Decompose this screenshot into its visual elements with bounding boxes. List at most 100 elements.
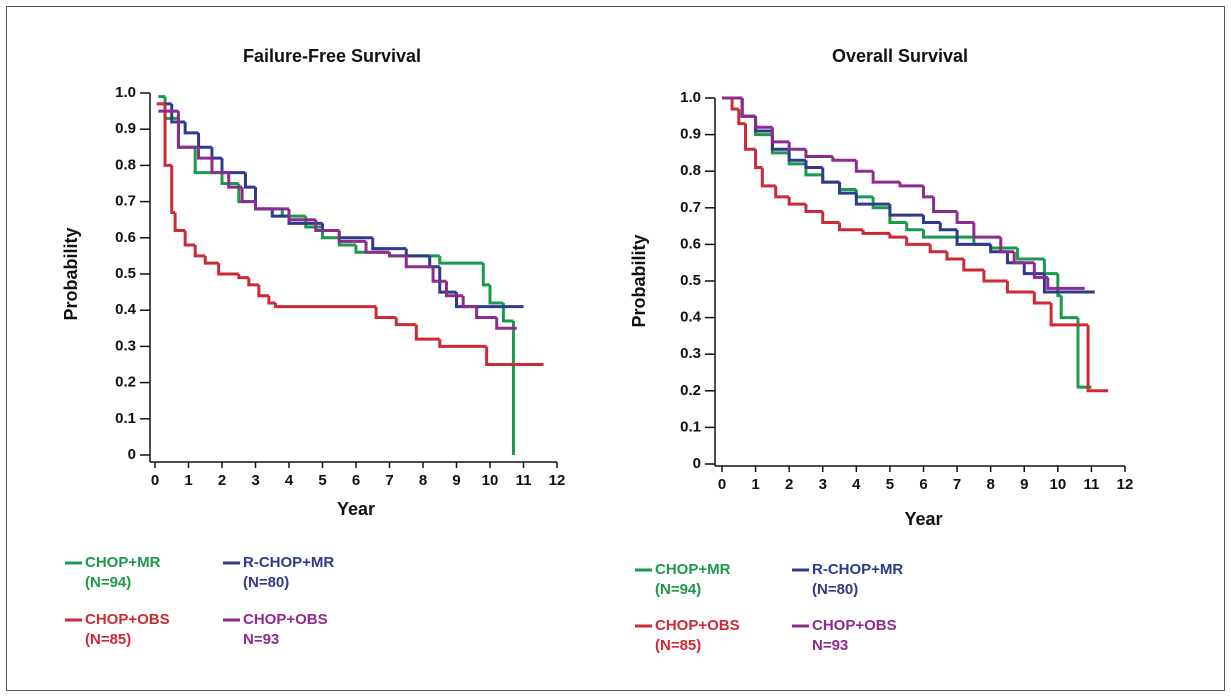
survival-step xyxy=(989,244,1018,250)
survival-step xyxy=(438,339,487,348)
survival-step xyxy=(243,172,256,189)
survival-step xyxy=(394,317,417,327)
survival-step xyxy=(475,306,497,319)
legend-n: (N=85) xyxy=(85,631,131,648)
legend-label: CHOP+MR xyxy=(655,561,731,578)
survival-step xyxy=(1059,295,1078,320)
survival-step xyxy=(838,182,857,195)
survival-step xyxy=(787,152,806,166)
x-tick-label: 0 xyxy=(151,472,159,489)
survival-step xyxy=(787,196,806,206)
x-tick-label: 6 xyxy=(352,472,360,489)
survival-step xyxy=(804,163,823,177)
survival-step xyxy=(922,215,941,224)
survival-step xyxy=(999,237,1015,254)
survival-step xyxy=(1005,281,1035,294)
survival-step xyxy=(1049,302,1089,327)
survival-step xyxy=(898,182,924,188)
survival-step xyxy=(254,201,289,211)
survival-step xyxy=(488,284,504,305)
survival-step xyxy=(270,208,289,218)
survival-step xyxy=(928,244,948,254)
y-tick-label: 0.4 xyxy=(115,301,137,318)
survival-step xyxy=(770,130,790,151)
survival-step xyxy=(774,185,790,199)
x-tick-label: 9 xyxy=(452,472,460,489)
survival-step xyxy=(337,230,367,243)
survival-step xyxy=(404,248,430,258)
x-tick-label: 8 xyxy=(986,476,994,493)
x-tick-label: 7 xyxy=(385,472,393,489)
y-tick-label: 0.4 xyxy=(680,309,702,326)
y-tick-label: 0.9 xyxy=(115,120,136,137)
survival-step xyxy=(740,98,756,118)
survival-step xyxy=(821,211,840,224)
survival-step xyxy=(254,187,273,211)
survival-step xyxy=(337,230,373,240)
survival-step xyxy=(871,196,890,210)
x-tick-label: 11 xyxy=(1083,476,1099,493)
survival-step xyxy=(922,185,934,199)
survival-step xyxy=(257,284,269,298)
x-tick-label: 3 xyxy=(819,476,827,493)
survival-step xyxy=(1086,324,1109,393)
survival-step xyxy=(1032,291,1052,305)
survival-step xyxy=(938,222,958,232)
x-axis-label: Year xyxy=(904,509,942,529)
y-axis-label: Probability xyxy=(61,227,81,320)
legend-label: CHOP+MR xyxy=(85,554,161,571)
y-tick-label: 1.0 xyxy=(680,89,701,106)
survival-step xyxy=(1016,248,1045,261)
survival-step xyxy=(217,263,239,276)
survival-step xyxy=(888,233,907,239)
survival-step xyxy=(1012,251,1035,265)
survival-step xyxy=(945,251,964,261)
y-tick-label: 0.3 xyxy=(115,337,136,354)
x-tick-label: 6 xyxy=(919,476,927,493)
survival-step xyxy=(203,255,219,265)
survival-step xyxy=(754,116,773,129)
survival-step xyxy=(821,167,840,184)
legend-label: CHOP+OBS xyxy=(243,611,328,628)
survival-step xyxy=(760,167,776,188)
y-tick-label: 0.5 xyxy=(680,272,701,289)
x-tick-label: 5 xyxy=(886,476,894,493)
survival-step xyxy=(888,204,924,217)
survival-step xyxy=(197,147,212,160)
legend-label: R-CHOP+MR xyxy=(812,561,903,578)
survival-step xyxy=(240,187,256,204)
survival-step xyxy=(838,182,857,191)
survival-step xyxy=(438,266,457,294)
y-tick-label: 0.7 xyxy=(115,193,136,210)
survival-step xyxy=(1042,273,1095,294)
survival-step xyxy=(854,189,874,199)
survival-step xyxy=(321,226,340,240)
x-tick-label: 2 xyxy=(785,476,793,493)
x-tick-label: 0 xyxy=(718,476,726,493)
legend-n: (N=80) xyxy=(812,581,858,598)
legend-label: CHOP+OBS xyxy=(655,617,740,634)
survival-step xyxy=(364,241,390,254)
chart-title: Failure-Free Survival xyxy=(243,46,421,66)
survival-step xyxy=(962,259,984,272)
survival-step xyxy=(173,212,186,233)
x-tick-label: 10 xyxy=(482,472,499,489)
survival-step xyxy=(955,229,991,246)
frame xyxy=(6,6,1225,691)
x-tick-label: 8 xyxy=(419,472,427,489)
legend-n: (N=80) xyxy=(243,574,289,591)
survival-step xyxy=(804,204,823,213)
survival-step xyxy=(461,295,477,309)
x-tick-label: 4 xyxy=(285,472,294,489)
legend-label: CHOP+OBS xyxy=(812,617,897,634)
survival-step xyxy=(831,156,857,162)
survival-step xyxy=(1022,262,1045,276)
survival-step xyxy=(737,108,746,126)
y-tick-label: 0.9 xyxy=(680,126,701,143)
survival-step xyxy=(982,270,1008,283)
x-tick-label: 1 xyxy=(184,472,192,489)
survival-step xyxy=(414,324,440,341)
legend-n: (N=94) xyxy=(85,574,131,591)
survival-step xyxy=(170,165,176,214)
y-tick-label: 0.5 xyxy=(115,265,136,282)
